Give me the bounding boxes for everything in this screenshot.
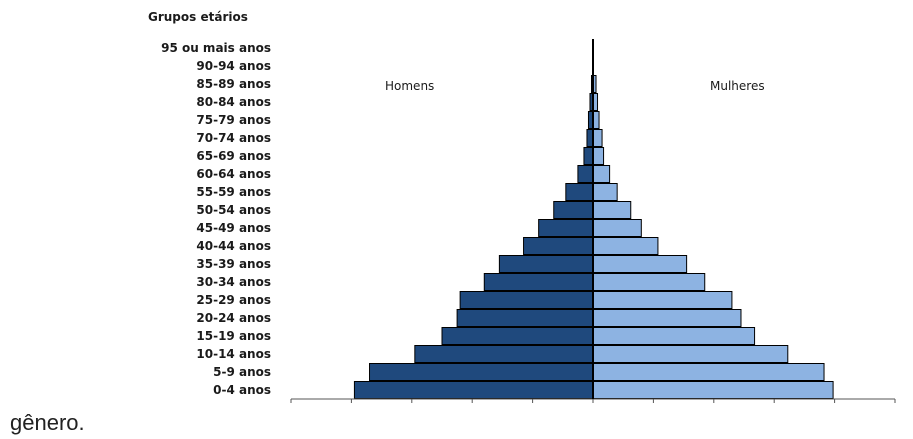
category-label: 15-19 anos: [196, 329, 271, 343]
bar-homens: [523, 237, 594, 255]
bar-homens: [565, 183, 594, 201]
bar-homens: [577, 165, 594, 183]
category-label: 85-89 anos: [196, 77, 271, 91]
category-label: 65-69 anos: [196, 149, 271, 163]
series-label-mulheres: Mulheres: [710, 79, 765, 93]
bar-mulheres: [592, 147, 605, 165]
x-tick-label: 10,0: [276, 409, 306, 410]
bar-mulheres: [592, 327, 756, 345]
x-tick-label: 2,0: [643, 409, 664, 410]
x-tick-label: 10,0: [880, 409, 910, 410]
category-label: 80-84 anos: [196, 95, 271, 109]
category-label: 40-44 anos: [196, 239, 271, 253]
category-label: 10-14 anos: [196, 347, 271, 361]
bar-homens: [498, 255, 594, 273]
category-label: 0-4 anos: [213, 383, 271, 397]
category-label: 5-9 anos: [213, 365, 271, 379]
x-tick-label: 6,0: [401, 409, 422, 410]
bar-homens: [583, 147, 594, 165]
caption-text: gênero.: [10, 410, 85, 435]
x-tick-label: 6,0: [764, 409, 785, 410]
x-tick-label: 0,0: [582, 409, 603, 410]
category-label: 90-94 anos: [196, 59, 271, 73]
category-label: 30-34 anos: [196, 275, 271, 289]
y-axis-title: Grupos etários: [148, 10, 248, 24]
bar-mulheres: [592, 309, 742, 327]
bar-homens: [553, 201, 594, 219]
category-label: 45-49 anos: [196, 221, 271, 235]
bar-mulheres: [592, 201, 632, 219]
bar-mulheres: [592, 219, 642, 237]
bar-mulheres: [592, 381, 834, 399]
bar-homens: [414, 345, 594, 363]
x-tick-label: 8,0: [824, 409, 845, 410]
x-tick-label: 4,0: [703, 409, 724, 410]
bar-mulheres: [592, 273, 706, 291]
bar-homens: [483, 273, 594, 291]
bar-homens: [456, 309, 594, 327]
series-label-homens: Homens: [385, 79, 434, 93]
category-label: 35-39 anos: [196, 257, 271, 271]
bar-mulheres: [592, 345, 789, 363]
x-tick-label: 4,0: [462, 409, 483, 410]
bar-mulheres: [592, 291, 733, 309]
category-label: 50-54 anos: [196, 203, 271, 217]
category-label: 20-24 anos: [196, 311, 271, 325]
category-label: 55-59 anos: [196, 185, 271, 199]
bars-group: [353, 75, 834, 399]
bar-homens: [353, 381, 594, 399]
bar-mulheres: [592, 237, 659, 255]
category-labels: 95 ou mais anos 90-94 anos 85-89 anos 80-84…: [161, 41, 271, 397]
x-axis: 10,0 8,0 6,0 4,0 2,0 0,0 2,0 4,0 6,0 8,0 10,0: [276, 398, 910, 410]
bar-mulheres: [592, 183, 618, 201]
category-label: 25-29 anos: [196, 293, 271, 307]
category-label: 60-64 anos: [196, 167, 271, 181]
x-tick-label: 2,0: [522, 409, 543, 410]
category-label: 95 ou mais anos: [161, 41, 271, 55]
bar-homens: [369, 363, 594, 381]
bar-homens: [538, 219, 594, 237]
bar-homens: [459, 291, 594, 309]
category-label: 75-79 anos: [196, 113, 271, 127]
x-tick-label: 8,0: [341, 409, 362, 410]
bar-mulheres: [592, 129, 603, 147]
category-label: 70-74 anos: [196, 131, 271, 145]
bar-homens: [441, 327, 594, 345]
population-pyramid-chart: Grupos etários Homens Mulheres 95 ou mai…: [148, 10, 910, 410]
bar-mulheres: [592, 363, 825, 381]
bar-mulheres: [592, 165, 611, 183]
bar-mulheres: [592, 255, 688, 273]
